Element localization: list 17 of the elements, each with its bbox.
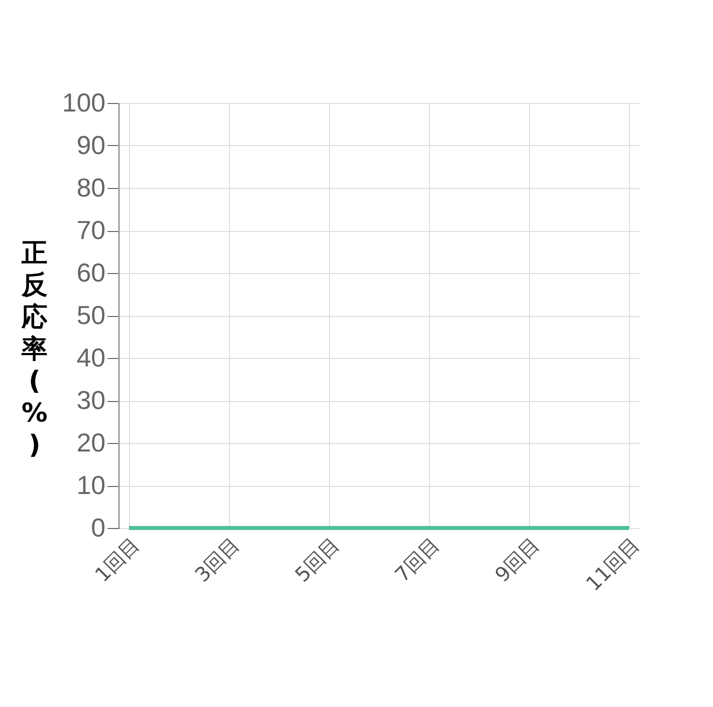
y-tick-label: 70 (76, 215, 106, 245)
y-tick-label: 40 (76, 342, 106, 372)
x-tick-label: 5回目 (290, 532, 344, 587)
y-tick-label: 80 (76, 172, 106, 202)
y-tick-label: 50 (76, 300, 106, 330)
x-tick-label: 7回目 (390, 532, 444, 587)
y-tick-label: 90 (76, 130, 106, 160)
x-tick-label: 3回目 (190, 532, 244, 587)
y-tick-label: 30 (76, 385, 106, 415)
x-tick-label: 11回目 (581, 532, 644, 596)
y-axis-title: 正反応率(%) (20, 238, 48, 460)
y-tick-label: 20 (76, 428, 106, 458)
y-tick-label: 60 (76, 258, 106, 288)
y-tick-label: 10 (76, 470, 106, 500)
y-tick-label: 100 (62, 88, 106, 118)
y-tick-label: 0 (91, 512, 106, 542)
x-tick-label: 9回目 (490, 532, 544, 587)
